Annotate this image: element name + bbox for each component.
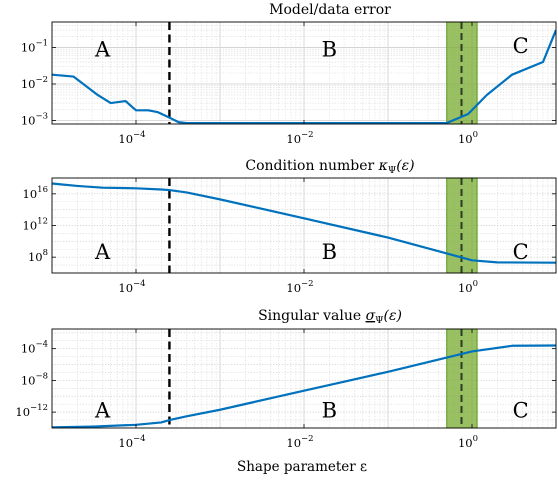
x-tick-label: 10−4 bbox=[118, 130, 145, 146]
x-axis-label: Shape parameter ε bbox=[237, 459, 367, 475]
x-tick-label: 100 bbox=[458, 130, 478, 146]
x-tick-label: 10−4 bbox=[118, 279, 145, 295]
x-tick-label: 10−2 bbox=[286, 279, 313, 295]
y-tick-label: 1012 bbox=[23, 217, 48, 233]
chart-panel-2: A B C Condition number κΨ(ε) 10−4 10−2 100 108 1… bbox=[23, 158, 557, 295]
chart-panel-1: A B C Model/data error 10−4 10−2 100 10−3 10−2 10… bbox=[21, 2, 557, 146]
y-tick-label: 10−12 bbox=[15, 403, 48, 419]
series-line-1 bbox=[52, 182, 556, 264]
chart-panel-3: A B C Singular value σΨ(ε) 10−4 10−2 100 10−12 1… bbox=[15, 308, 557, 450]
x-tick-label: 10−2 bbox=[286, 434, 313, 450]
region-label-b: B bbox=[322, 240, 337, 264]
region-label-b: B bbox=[322, 38, 337, 62]
y-tick-label: 10−8 bbox=[21, 371, 48, 387]
chart-title: Condition number κΨ(ε) bbox=[245, 158, 414, 176]
region-label-a: A bbox=[94, 240, 111, 264]
region-label-b: B bbox=[322, 399, 337, 423]
region-label-a: A bbox=[94, 399, 111, 423]
y-tick-label: 10−4 bbox=[21, 340, 48, 356]
x-tick-label: 10−4 bbox=[118, 434, 145, 450]
region-label-c: C bbox=[513, 240, 529, 264]
y-tick-label: 10−3 bbox=[21, 111, 48, 127]
x-tick-label: 100 bbox=[458, 279, 478, 295]
region-label-c: C bbox=[513, 399, 529, 423]
x-tick-label: 10−2 bbox=[286, 130, 313, 146]
y-tick-label: 108 bbox=[28, 248, 48, 264]
chart-title: Singular value σΨ(ε) bbox=[258, 308, 402, 326]
series-line-1 bbox=[52, 29, 556, 124]
region-label-c: C bbox=[513, 34, 529, 58]
x-tick-label: 100 bbox=[458, 434, 478, 450]
region-label-a: A bbox=[94, 38, 111, 62]
chart-title: Model/data error bbox=[269, 2, 391, 18]
series-line-1 bbox=[52, 344, 556, 428]
y-tick-label: 1016 bbox=[23, 185, 48, 201]
y-tick-label: 10−1 bbox=[21, 39, 48, 55]
y-tick-label: 10−2 bbox=[21, 75, 48, 91]
